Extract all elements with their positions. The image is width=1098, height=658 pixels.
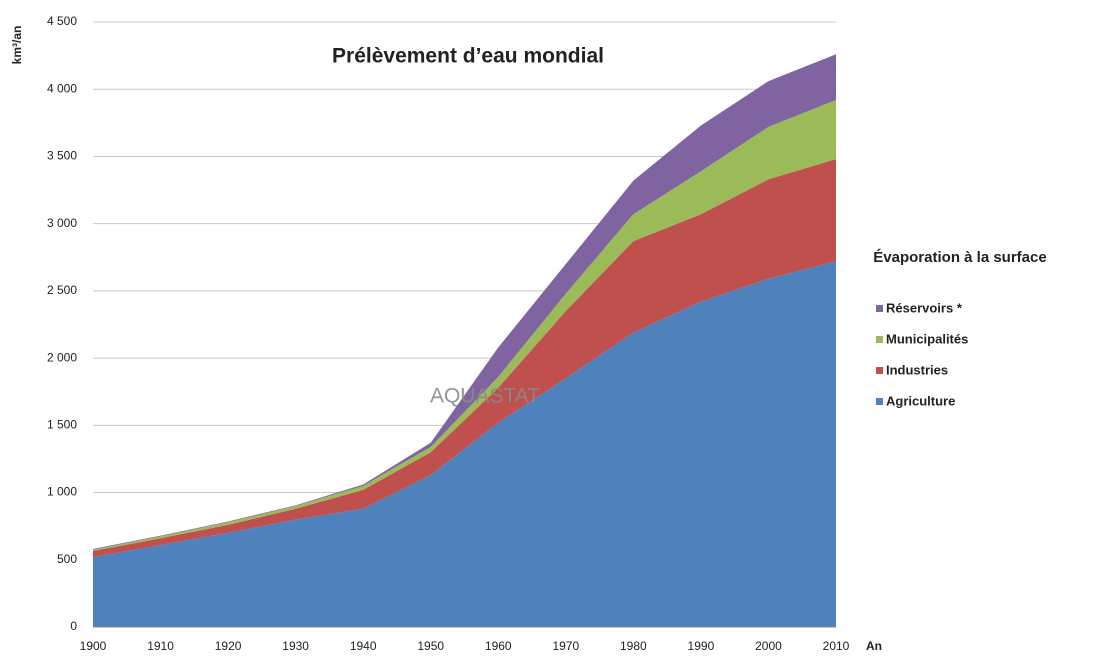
area [93, 54, 836, 550]
y-tick-label: 1 000 [47, 485, 77, 499]
y-tick-label: 1 500 [47, 418, 77, 432]
y-axis-label: km³/an [10, 26, 24, 65]
x-tick-label: 1920 [215, 639, 242, 653]
chart-title: Prélèvement d’eau mondial [332, 45, 604, 68]
area [93, 99, 836, 552]
legend-swatch [876, 336, 883, 343]
area [93, 261, 836, 627]
x-tick-label: 1950 [417, 639, 444, 653]
y-tick-label: 2 500 [47, 283, 77, 297]
legend-swatch [876, 305, 883, 312]
y-tick-label: 4 000 [47, 81, 77, 95]
y-tick-label: 3 500 [47, 149, 77, 163]
y-tick-label: 0 [70, 619, 77, 633]
x-tick-label: 1960 [485, 639, 512, 653]
x-tick-label: 1930 [282, 639, 309, 653]
watermark: AQUASTAT [430, 385, 540, 408]
x-tick-label: 1940 [350, 639, 377, 653]
legend-label: Industries [886, 362, 948, 377]
y-tick-label: 2 000 [47, 350, 77, 364]
legend-label: Agriculture [886, 393, 955, 408]
legend-label: Municipalités [886, 331, 968, 346]
x-axis-label: An [866, 639, 882, 653]
legend-label: Réservoirs * [886, 300, 963, 315]
y-tick-label: 4 500 [47, 14, 77, 28]
x-tick-label: 1990 [688, 639, 715, 653]
y-tick-label: 3 000 [47, 216, 77, 230]
x-tick-label: 2010 [823, 639, 850, 653]
legend-title: Évaporation à la surface [873, 249, 1046, 266]
legend-swatch [876, 398, 883, 405]
x-tick-label: 1910 [147, 639, 174, 653]
x-tick-label: 1980 [620, 639, 647, 653]
area [93, 159, 836, 558]
legend-swatch [876, 367, 883, 374]
x-tick-label: 2000 [755, 639, 782, 653]
y-tick-label: 500 [57, 552, 77, 566]
x-tick-label: 1900 [80, 639, 107, 653]
x-tick-label: 1970 [552, 639, 579, 653]
